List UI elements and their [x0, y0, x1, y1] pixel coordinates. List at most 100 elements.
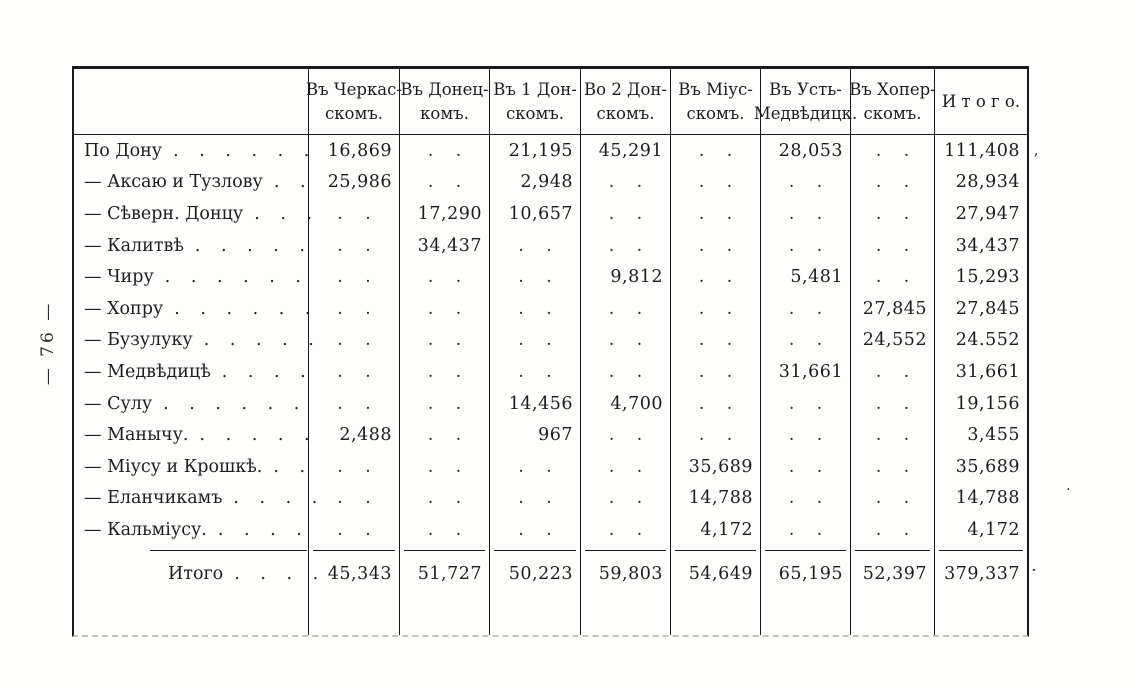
cell-empty: . . — [308, 387, 399, 420]
cell-empty: . . — [760, 387, 850, 420]
cell-empty: . . — [308, 482, 399, 515]
sum-rule-cell — [580, 545, 670, 555]
cell-value: 3,455 — [934, 419, 1027, 451]
cell-value: 17,290 — [399, 198, 489, 230]
cell-value: 10,657 — [489, 198, 580, 230]
cell-value: 25,986 — [308, 166, 399, 199]
cell-empty: . . — [399, 387, 489, 420]
cell-empty: . . — [489, 324, 580, 357]
spacer-cell — [850, 593, 934, 635]
cell-empty: . . — [670, 166, 760, 199]
spacer-cell — [308, 593, 399, 635]
cell-value: 4,700 — [580, 387, 670, 420]
cell-value: 15,293 — [934, 261, 1027, 293]
cell-empty: . . — [489, 356, 580, 388]
spacer-cell — [934, 593, 1027, 635]
sum-rule-line — [939, 549, 1023, 551]
row-label: — Кальміусу.. . . . — [84, 519, 303, 540]
sum-rule-line — [494, 549, 576, 551]
cell-empty: . . — [399, 356, 489, 388]
sum-rule-line — [313, 549, 395, 551]
scan-speck: · — [1031, 560, 1037, 581]
cell-empty: . . — [670, 324, 760, 357]
totals-cell-1st-don: 50,223 — [489, 554, 580, 594]
cell-empty: . . — [580, 450, 670, 483]
cell-empty: . . — [760, 292, 850, 325]
cell-empty: . . — [850, 198, 934, 230]
totals-row-label: Итого . . . . — [168, 564, 320, 585]
cell-empty: . . — [399, 514, 489, 546]
header-col-mius: Въ Міус- скомъ. — [670, 69, 760, 135]
cell-empty: . . — [489, 450, 580, 483]
row-label: — Чиру. . . . . . — [84, 267, 302, 288]
row-label: — Аксаю и Тузлову. . — [84, 172, 307, 193]
cell-value: 4,172 — [934, 514, 1027, 546]
cell-empty: . . — [399, 292, 489, 325]
cell-value: 2,488 — [308, 419, 399, 451]
cell-empty: . . — [580, 324, 670, 357]
sum-rule-cell — [760, 545, 850, 555]
header-row-label-blank — [74, 69, 308, 135]
row-label: — Еланчикамъ. . . . — [84, 488, 319, 509]
cell-empty: . . — [489, 292, 580, 325]
sum-rule-cell — [399, 545, 489, 555]
cell-value: 27,845 — [934, 292, 1027, 325]
cell-empty: . . — [308, 229, 399, 262]
row-label: — Хопру. . . . . . — [84, 298, 312, 319]
cell-empty: . . — [760, 229, 850, 262]
cell-empty: . . — [580, 514, 670, 546]
scan-speck: ʼ — [1033, 150, 1038, 168]
cell-empty: . . — [399, 324, 489, 357]
cell-empty: . . — [489, 482, 580, 515]
cell-value: 27,845 — [850, 292, 934, 325]
cell-empty: . . — [580, 356, 670, 388]
cell-value: 14,788 — [670, 482, 760, 515]
row-label: — Сулу. . . . . . — [84, 393, 301, 414]
cell-empty: . . — [399, 261, 489, 293]
row-label: — Сѣверн. Донцу. . . — [84, 203, 314, 224]
cell-empty: . . — [850, 135, 934, 167]
cell-empty: . . — [850, 387, 934, 420]
cell-value: 28,053 — [760, 135, 850, 167]
cell-empty: . . — [850, 229, 934, 262]
cell-empty: . . — [850, 450, 934, 483]
cell-empty: . . — [399, 482, 489, 515]
cell-empty: . . — [850, 419, 934, 451]
cell-value: 34,437 — [934, 229, 1027, 262]
cell-empty: . . — [850, 482, 934, 515]
cell-empty: . . — [489, 229, 580, 262]
cell-value: 5,481 — [760, 261, 850, 293]
cell-empty: . . — [489, 514, 580, 546]
cell-empty: . . — [850, 261, 934, 293]
spacer-cell — [760, 593, 850, 635]
cell-empty: . . — [399, 166, 489, 199]
totals-cell-khopersk: 52,397 — [850, 554, 934, 594]
sum-rule-line — [585, 549, 666, 551]
cell-value: 24,552 — [850, 324, 934, 357]
header-col-donetsk: Въ Донец- комъ. — [399, 69, 489, 135]
cell-value: 16,869 — [308, 135, 399, 167]
cell-value: 24.552 — [934, 324, 1027, 357]
cell-value: 21,195 — [489, 135, 580, 167]
header-col-ust-medveditsk: Въ Усть- Медвѣдицк. — [754, 69, 857, 135]
cell-empty: . . — [760, 450, 850, 483]
cell-empty: . . — [850, 166, 934, 199]
cell-empty: . . — [308, 356, 399, 388]
cell-empty: . . — [399, 450, 489, 483]
cell-empty: . . — [670, 198, 760, 230]
totals-cell-mius: 54,649 — [670, 554, 760, 594]
spacer-cell — [580, 593, 670, 635]
cell-empty: . . — [670, 261, 760, 293]
cell-value: 14,788 — [934, 482, 1027, 515]
cell-empty: . . — [670, 229, 760, 262]
cell-empty: . . — [670, 356, 760, 388]
cell-value: 27,947 — [934, 198, 1027, 230]
row-label: — Манычу.. . . . . — [84, 425, 311, 446]
row-label: — Калитвѣ. . . . . — [84, 235, 306, 256]
sum-rule-line — [855, 549, 930, 551]
cell-empty: . . — [308, 324, 399, 357]
cell-empty: . . — [670, 292, 760, 325]
sum-rule-cell — [670, 545, 760, 555]
cell-empty: . . — [760, 482, 850, 515]
